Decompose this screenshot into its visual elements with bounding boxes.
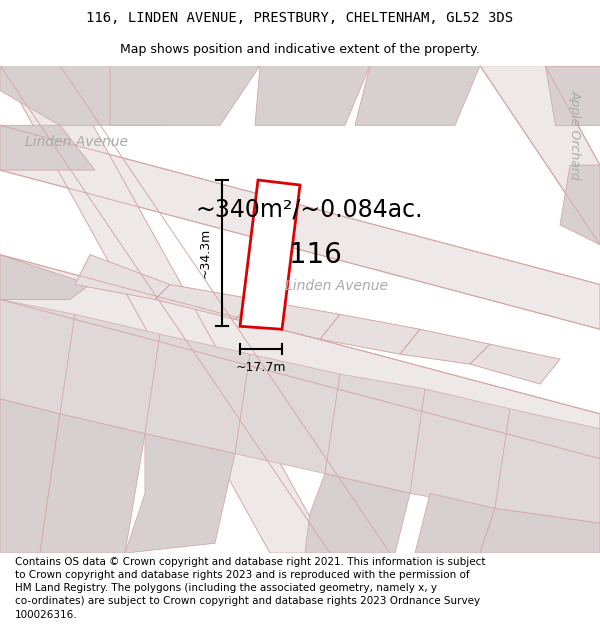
Polygon shape [0,254,600,459]
Text: 116: 116 [289,241,341,269]
Text: 116, LINDEN AVENUE, PRESTBURY, CHELTENHAM, GL52 3DS: 116, LINDEN AVENUE, PRESTBURY, CHELTENHA… [86,11,514,26]
Polygon shape [320,314,420,354]
Polygon shape [145,334,250,454]
Polygon shape [110,66,260,126]
Polygon shape [0,66,165,126]
Text: Apple Orchard: Apple Orchard [569,91,581,180]
Text: ~34.3m: ~34.3m [199,228,212,278]
Text: Linden Avenue: Linden Avenue [25,135,128,149]
Text: Linden Avenue: Linden Avenue [285,279,388,294]
Polygon shape [0,126,95,170]
Polygon shape [415,493,495,553]
Polygon shape [495,409,600,523]
Polygon shape [75,254,170,299]
Polygon shape [325,374,425,493]
Polygon shape [305,474,410,553]
Polygon shape [400,329,490,364]
Polygon shape [235,354,340,474]
Polygon shape [60,314,160,434]
Text: Map shows position and indicative extent of the property.: Map shows position and indicative extent… [120,42,480,56]
Polygon shape [40,414,145,553]
Polygon shape [0,299,75,414]
Polygon shape [470,344,560,384]
Polygon shape [355,66,480,126]
Polygon shape [480,66,600,245]
Polygon shape [480,508,600,553]
Polygon shape [0,254,90,299]
Polygon shape [125,434,235,553]
Polygon shape [0,399,60,553]
Polygon shape [0,126,600,329]
Text: Contains OS data © Crown copyright and database right 2021. This information is : Contains OS data © Crown copyright and d… [15,557,485,619]
Polygon shape [410,389,510,508]
Polygon shape [560,165,600,245]
Polygon shape [545,66,600,126]
Polygon shape [155,284,255,319]
Polygon shape [255,66,370,126]
Polygon shape [0,66,330,553]
Text: ~17.7m: ~17.7m [236,361,286,374]
Polygon shape [240,180,300,329]
Text: ~340m²/~0.084ac.: ~340m²/~0.084ac. [195,198,422,222]
Polygon shape [235,299,340,339]
